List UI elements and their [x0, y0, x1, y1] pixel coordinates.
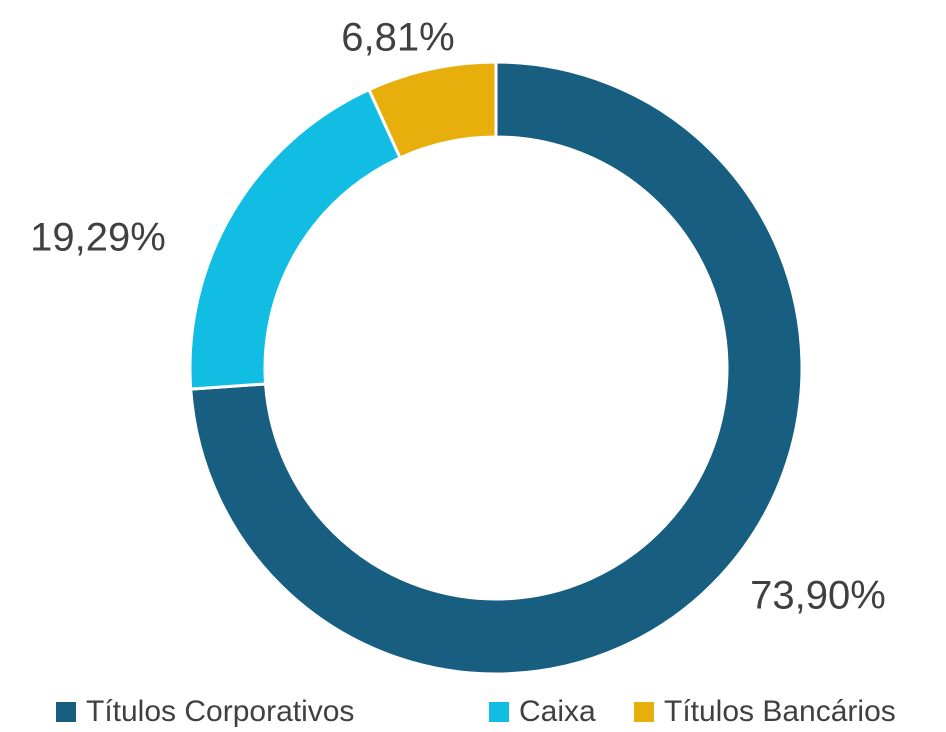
legend-label: Títulos Bancários — [664, 695, 896, 728]
data-label: 73,90% — [750, 574, 886, 618]
donut-segment — [189, 60, 804, 676]
donut-segment — [367, 60, 498, 160]
data-label: 6,81% — [341, 16, 454, 60]
legend-label: Títulos Corporativos — [86, 695, 354, 728]
legend-swatch — [634, 702, 654, 722]
legend-swatch — [56, 702, 76, 722]
data-label: 19,29% — [30, 216, 166, 260]
donut-segment — [188, 87, 403, 391]
legend-swatch — [489, 702, 509, 722]
legend-label: Caixa — [519, 695, 596, 728]
